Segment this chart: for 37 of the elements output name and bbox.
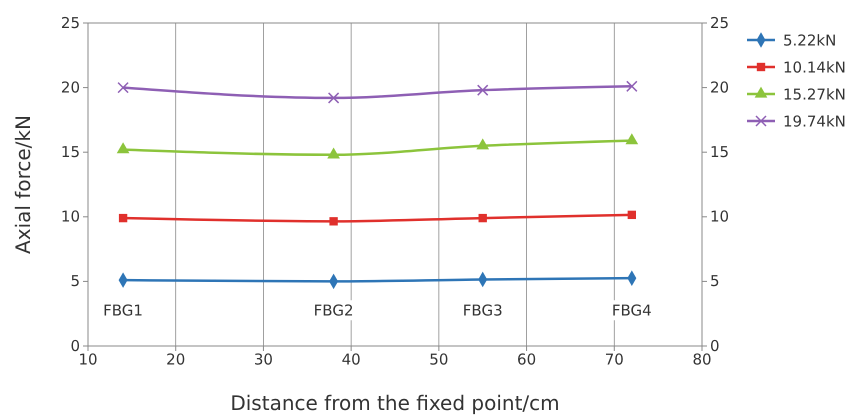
point (117, 82, 129, 94)
y-tick-label: 5 (70, 272, 80, 290)
y2-tick-label: 0 (710, 336, 720, 355)
annotation: FBG2 (314, 301, 354, 320)
legend-label: 19.74kN (783, 112, 846, 130)
y2-tick-label: 15 (710, 143, 730, 161)
y2-tick-label: 10 (710, 208, 730, 226)
y2-tick-label: 5 (710, 272, 720, 290)
x-tick-label: 50 (429, 350, 448, 369)
legend-label: 15.27kN (783, 85, 846, 104)
annotation: FBG1 (103, 301, 143, 320)
annotation: FBG3 (462, 301, 503, 320)
y-tick-label: 0 (70, 336, 80, 355)
point (478, 214, 487, 222)
point (476, 84, 488, 96)
legend-label: 10.14kN (783, 58, 846, 76)
x-tick-label: 40 (342, 350, 361, 369)
y2-tick-label: 25 (710, 14, 730, 32)
point (118, 214, 128, 222)
y-axis-title: Axial force/kN (11, 115, 35, 254)
legend-label: 5.22kN (783, 31, 836, 50)
x-tick-label: 70 (604, 350, 624, 369)
x-tick-label: 30 (254, 350, 273, 369)
y-tick-label: 20 (60, 78, 80, 96)
x-axis-title: Distance from the fixed point/cm (230, 391, 560, 415)
x-tick-label: 60 (517, 350, 536, 369)
point (628, 210, 636, 220)
point (626, 80, 638, 92)
y-tick-label: 15 (60, 143, 80, 161)
x-tick-label: 80 (692, 350, 712, 369)
x-tick-label: 20 (166, 350, 186, 369)
y-tick-label: 25 (60, 14, 80, 32)
y-tick-label: 10 (60, 208, 80, 226)
y2-tick-label: 20 (710, 78, 730, 96)
point (328, 92, 340, 104)
point (329, 217, 338, 226)
annotation: FBG4 (612, 301, 652, 320)
